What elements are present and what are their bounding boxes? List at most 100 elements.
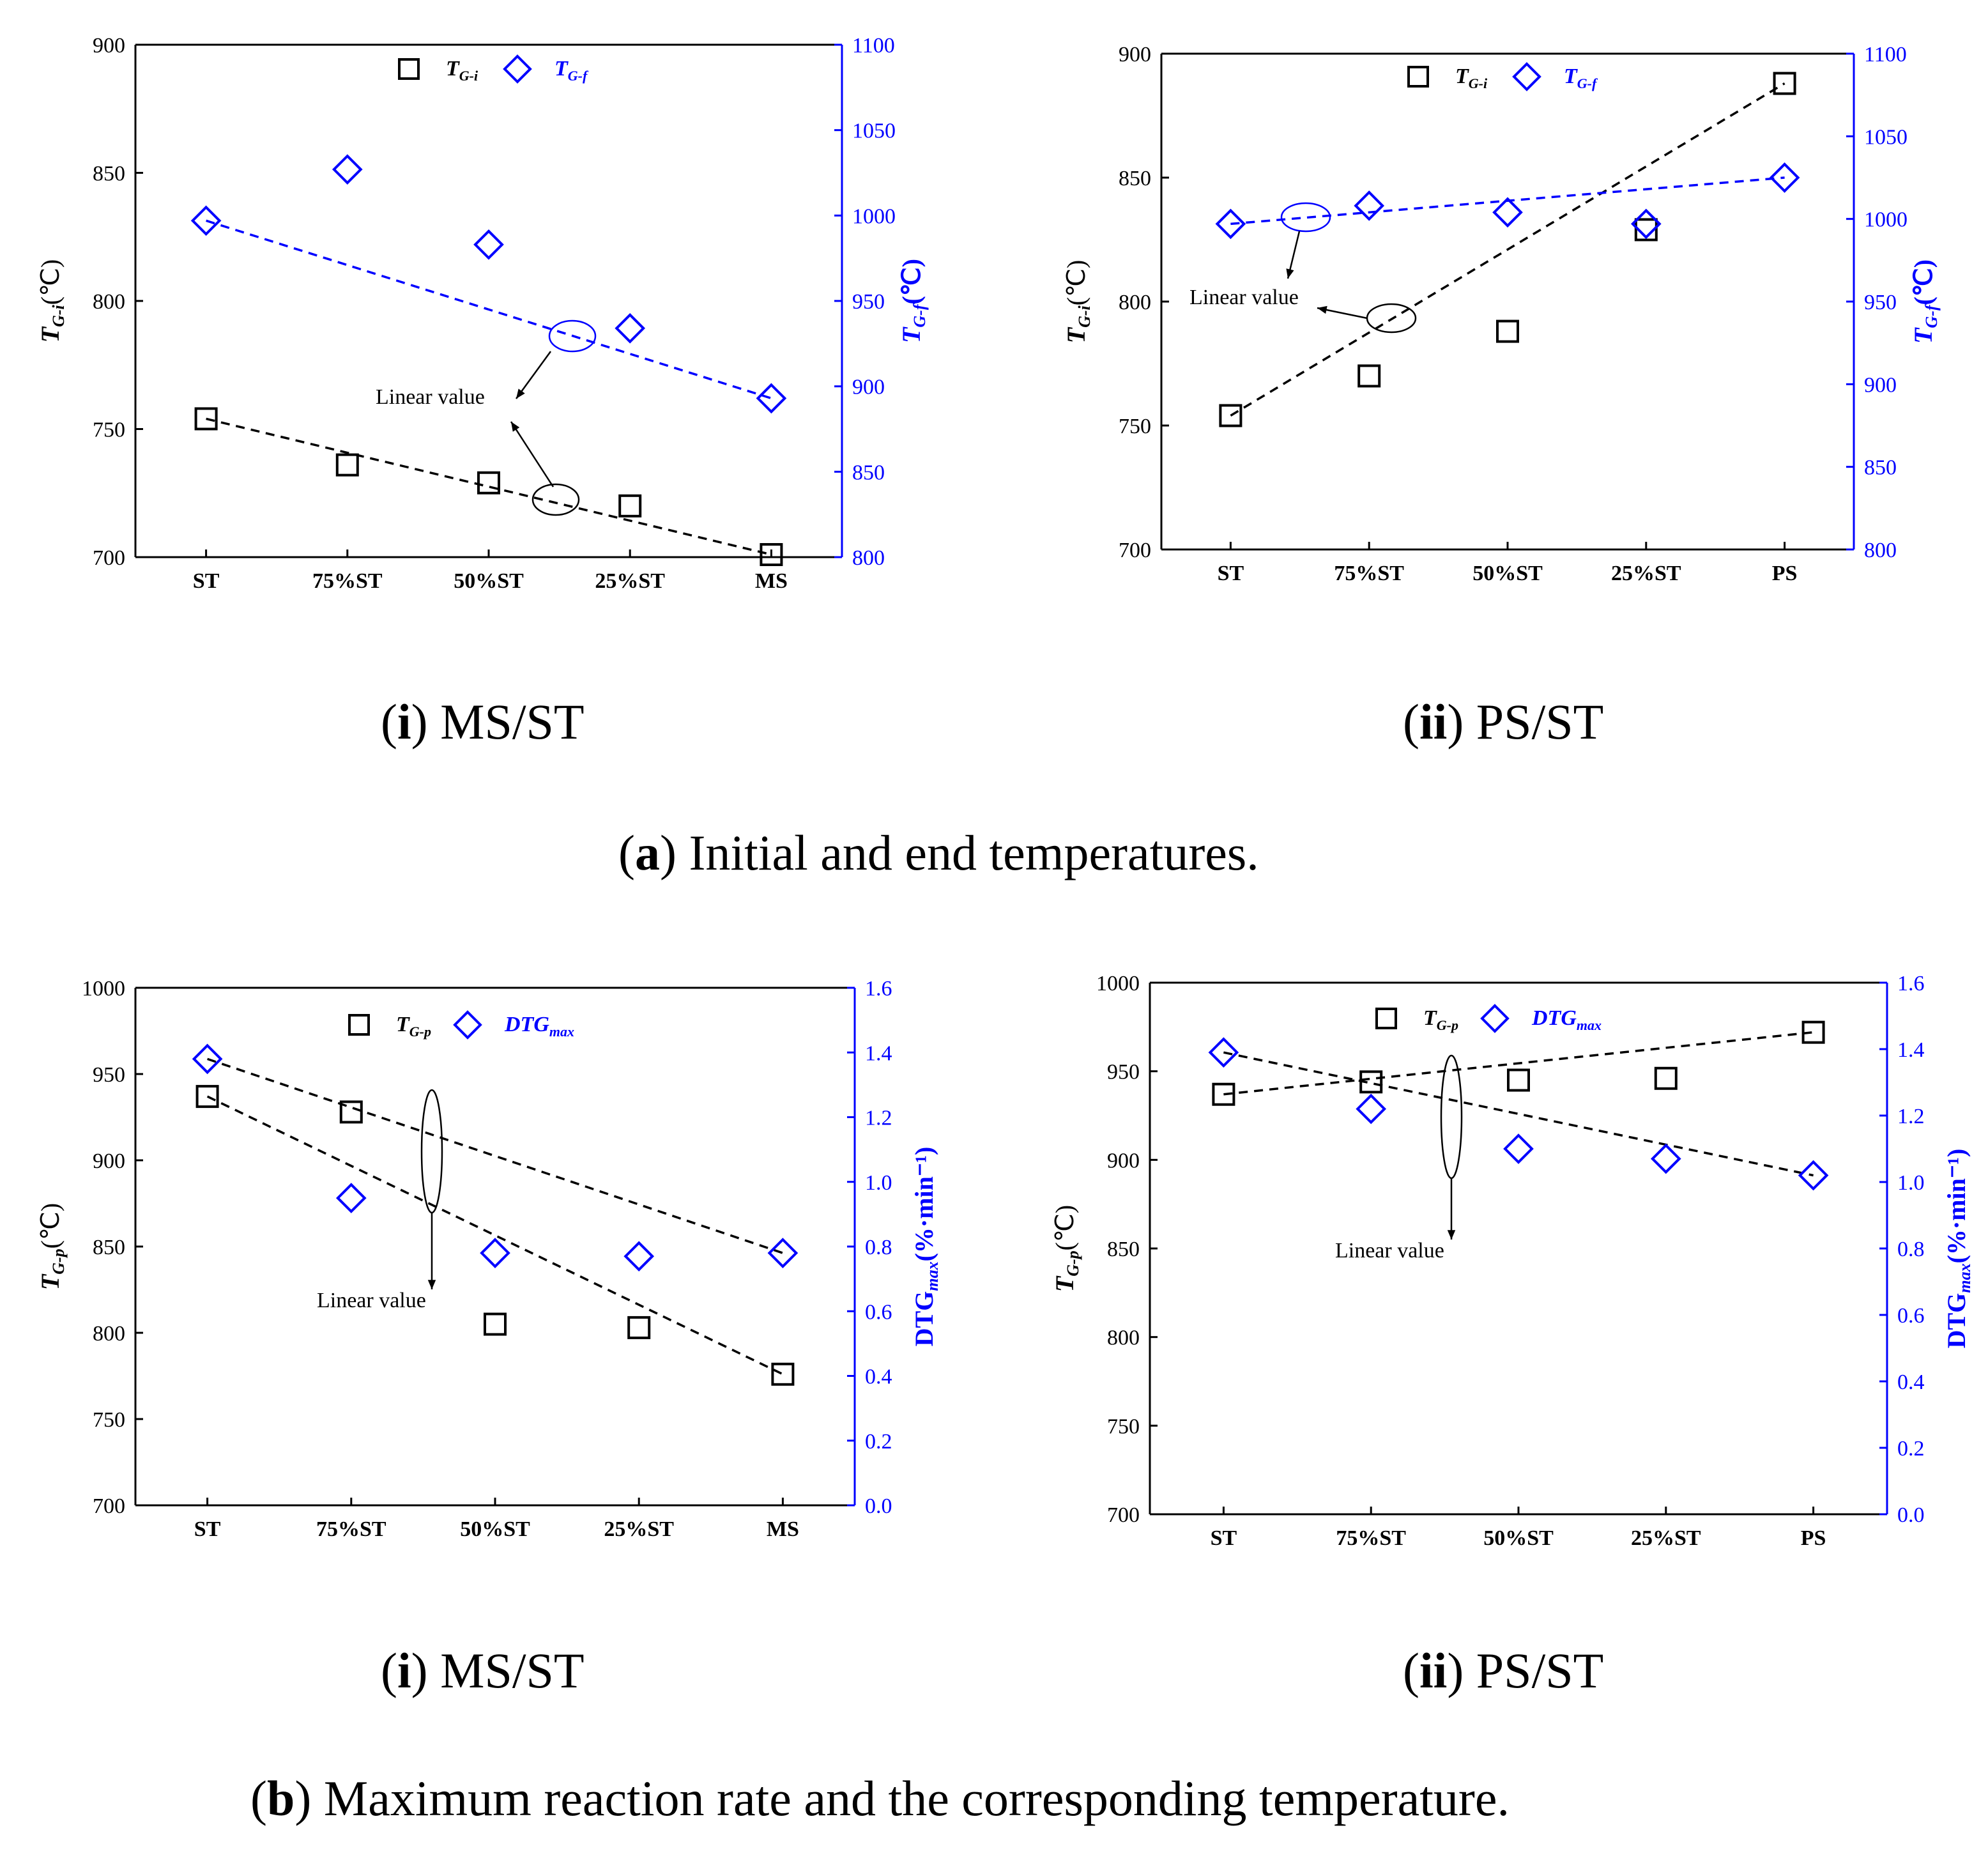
caption-b-i: (i) MS/ST <box>381 1643 585 1698</box>
left-tick-label: 700 <box>1107 1503 1140 1527</box>
x-tick-label: ST <box>193 569 220 593</box>
legend-label: DTGmax <box>1531 1006 1602 1033</box>
left-axis-title-unit: (℃) <box>1062 260 1090 306</box>
right-axis-title-main: T <box>1909 327 1938 344</box>
annotation-ellipse <box>420 1089 443 1214</box>
left-tick-label: 1000 <box>1096 972 1140 995</box>
point-square <box>1654 1066 1678 1090</box>
right-tick-label: 0.0 <box>865 1494 892 1518</box>
right-tick-label: 1000 <box>852 204 896 228</box>
point-diamond <box>480 1238 510 1268</box>
annotation-label: Linear value <box>1335 1239 1444 1263</box>
right-axis-title: DTGmax(%·min⁻¹) <box>910 1147 942 1347</box>
point-square <box>484 1312 507 1336</box>
right-tick-label: 1.0 <box>1897 1171 1925 1195</box>
point-diamond <box>1630 208 1662 240</box>
point-diamond <box>332 154 363 185</box>
right-tick-label: 900 <box>852 376 885 399</box>
legend-marker-square <box>398 58 420 80</box>
left-tick-label: 800 <box>1107 1326 1140 1350</box>
left-tick-label: 800 <box>93 290 125 314</box>
x-tick-label: 50%ST <box>454 569 524 593</box>
point-square <box>1359 1070 1383 1094</box>
right-tick-label: 1.6 <box>1897 972 1925 995</box>
point-square <box>1801 1020 1825 1044</box>
legend-marker-diamond <box>503 54 532 84</box>
legend-label: TG-i <box>446 57 478 84</box>
left-tick-label: 800 <box>1119 291 1151 314</box>
right-tick-label: 1050 <box>1864 125 1908 149</box>
right-tick-label: 0.8 <box>1897 1238 1925 1261</box>
point-diamond <box>473 229 504 260</box>
x-tick-label: 75%ST <box>312 569 383 593</box>
legend-label: TG-i <box>1455 65 1488 91</box>
point-square <box>194 407 218 431</box>
right-tick-label: 0.6 <box>1897 1304 1925 1328</box>
left-tick-label: 950 <box>1107 1061 1140 1084</box>
legend-label-sub: G-i <box>1469 75 1488 91</box>
right-tick-label: 950 <box>1864 291 1897 314</box>
point-diamond <box>335 1183 367 1213</box>
right-axis-title-main: T <box>897 326 926 343</box>
point-square <box>627 1316 651 1339</box>
legend-label: TG-f <box>1564 65 1598 91</box>
legend-marker-diamond <box>1480 1004 1510 1033</box>
legend-label-sub: max <box>1577 1017 1602 1033</box>
point-square <box>477 471 500 495</box>
x-tick-label: 25%ST <box>1611 562 1681 585</box>
caption-a-i: (i) MS/ST <box>381 694 585 749</box>
right-tick-label: 800 <box>852 546 885 570</box>
right-axis-title-sub: max <box>923 1261 942 1291</box>
x-tick-label: MS <box>755 569 788 593</box>
left-tick-label: 750 <box>93 1408 125 1432</box>
caption-a: (a) Initial and end temperatures. <box>618 825 1259 880</box>
right-tick-label: 1050 <box>852 119 896 143</box>
annotation-arrowhead <box>1286 268 1294 279</box>
x-tick-label: 75%ST <box>1334 562 1404 585</box>
point-diamond <box>1503 1133 1534 1164</box>
point-square <box>618 494 642 518</box>
caption-a-ii: (ii) PS/ST <box>1403 694 1604 749</box>
legend-label-main: T <box>554 57 569 81</box>
right-axis-title-main: DTG <box>910 1291 938 1347</box>
trendline-right <box>1230 176 1785 226</box>
x-tick-label: ST <box>194 1517 221 1541</box>
right-tick-label: 0.2 <box>1897 1437 1925 1461</box>
caption-b: (b) Maximum reaction rate and the corres… <box>250 1770 1510 1826</box>
legend-label-sub: G-p <box>1437 1017 1458 1033</box>
legend-label-main: T <box>1564 65 1578 88</box>
x-tick-label: ST <box>1211 1526 1237 1550</box>
trendline-right <box>1223 1051 1814 1177</box>
left-axis-title-main: T <box>36 326 65 342</box>
right-tick-label: 0.4 <box>865 1365 892 1389</box>
right-tick-label: 1.2 <box>1897 1105 1925 1128</box>
point-diamond <box>1769 162 1800 193</box>
trendline-left <box>1223 1031 1814 1096</box>
left-axis-title: TG-i(℃) <box>1062 260 1094 344</box>
legend-label-sub: G-f <box>1577 75 1598 91</box>
chart-a-ii: 700 750 800 850 900 800 850 900 950 1000 1050 1100 S… <box>1062 43 1941 585</box>
point-diamond <box>1798 1160 1829 1191</box>
left-axis-title-unit: (℃) <box>1050 1205 1079 1251</box>
right-tick-label: 950 <box>852 290 885 314</box>
legend-marker-square <box>1375 1008 1397 1029</box>
left-tick-label: 900 <box>93 1149 125 1173</box>
point-diamond <box>1208 1037 1239 1068</box>
legend-label: DTGmax <box>504 1013 574 1040</box>
annotation-ellipse <box>1280 202 1331 233</box>
left-axis-title-sub: G-i <box>49 304 68 326</box>
x-tick-label: 25%ST <box>604 1517 674 1541</box>
left-tick-label: 900 <box>1119 43 1151 66</box>
point-square <box>1634 218 1658 242</box>
point-square <box>1212 1082 1235 1106</box>
annotation-arrowhead <box>516 388 525 399</box>
right-axis-title: TG-f(℃) <box>1909 259 1941 344</box>
legend-marker-diamond <box>453 1010 482 1040</box>
right-tick-label: 1.6 <box>865 977 892 1001</box>
right-axis-title-unit: (%·min⁻¹) <box>910 1147 938 1262</box>
left-tick-label: 950 <box>93 1063 125 1087</box>
left-tick-label: 850 <box>1119 167 1151 190</box>
annotation-arrowhead <box>1317 305 1327 314</box>
x-tick-label: 50%ST <box>1483 1526 1554 1550</box>
